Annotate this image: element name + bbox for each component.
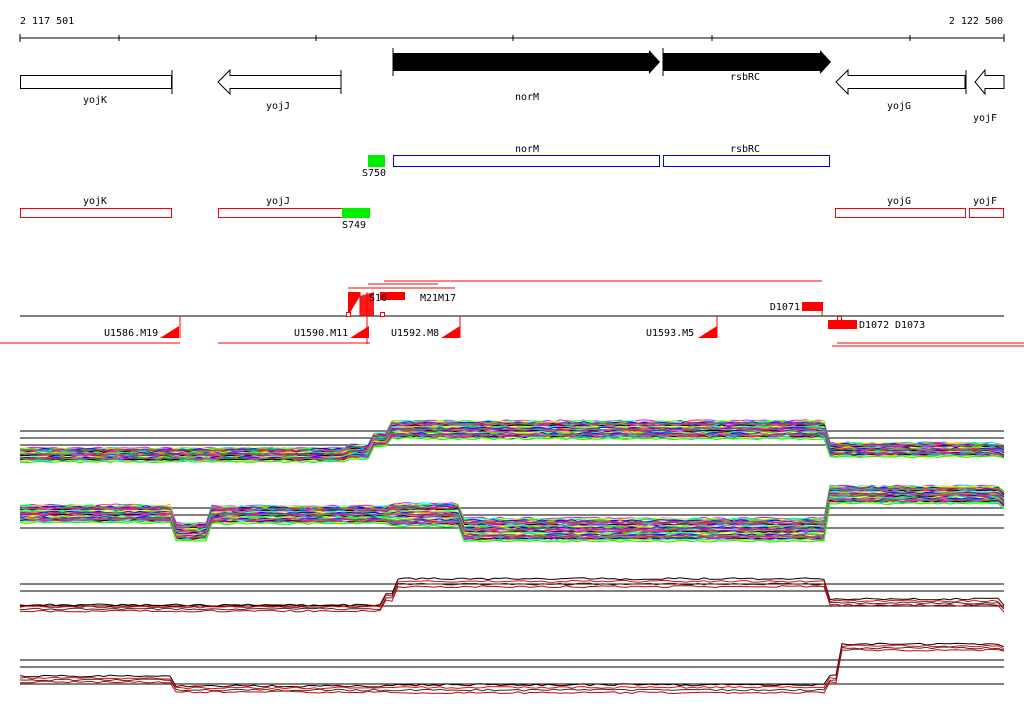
expression-trace bbox=[19, 492, 1005, 533]
feature-label-U1592[interactable]: U1592.M8 bbox=[391, 328, 439, 339]
feature-label-U1586[interactable]: U1586.M19 bbox=[104, 328, 158, 339]
expression-trace bbox=[19, 497, 1005, 538]
expression-panel-2 bbox=[19, 484, 1005, 543]
svg-text:yojK: yojK bbox=[83, 196, 107, 207]
annotation-track: yojK yojJ S749 yojG yojF bbox=[20, 196, 1004, 231]
annot-yojG[interactable] bbox=[835, 208, 966, 218]
gene-yojF[interactable]: yojF bbox=[973, 68, 1005, 124]
svg-text:yojF: yojF bbox=[973, 113, 997, 124]
expression-trace bbox=[19, 420, 1005, 451]
coordinate-ruler: 2 117 501 2 122 500 bbox=[19, 16, 1005, 42]
svg-text:S749: S749 bbox=[342, 220, 366, 231]
svg-text:rsbRC: rsbRC bbox=[730, 72, 760, 83]
expression-panel-1 bbox=[19, 419, 1005, 464]
expression-panel-3 bbox=[19, 577, 1005, 613]
feature-label-S16[interactable]: S16 bbox=[369, 293, 387, 304]
operon-track: S750 norM rsbRC bbox=[362, 144, 830, 179]
scale-end: 2 122 500 bbox=[949, 16, 1003, 27]
feature-D1071[interactable] bbox=[802, 302, 823, 311]
svg-text:S750: S750 bbox=[362, 168, 386, 179]
site-S750[interactable] bbox=[368, 155, 385, 167]
annot-yojJ[interactable] bbox=[218, 208, 343, 218]
feature-label-D1073: D1073 bbox=[895, 320, 925, 331]
gene-track: yojK yojJ norM rsbRC yojG yojF bbox=[20, 48, 1005, 124]
svg-text:yojF: yojF bbox=[973, 196, 997, 207]
operon-norM[interactable] bbox=[393, 155, 660, 167]
svg-text:yojG: yojG bbox=[887, 101, 911, 112]
svg-text:rsbRC: rsbRC bbox=[730, 144, 760, 155]
svg-text:yojK: yojK bbox=[83, 95, 107, 106]
expression-trace bbox=[19, 501, 1005, 543]
expression-panel-4 bbox=[19, 642, 1005, 695]
gene-yojG[interactable]: yojG bbox=[835, 68, 967, 112]
gene-rsbRC[interactable]: rsbRC bbox=[662, 48, 831, 83]
expression-trace bbox=[20, 648, 1005, 695]
annot-yojK[interactable] bbox=[20, 208, 172, 218]
feature-label-D1072: D1072 bbox=[859, 320, 889, 331]
feature-track: S16 M21M17 D1071 D1072 D1073 U1586.M19 U… bbox=[0, 280, 1024, 347]
gene-norM[interactable]: norM bbox=[392, 48, 660, 103]
expression-trace bbox=[19, 484, 1005, 525]
site-S749[interactable] bbox=[342, 208, 370, 218]
svg-text:yojJ: yojJ bbox=[266, 196, 290, 207]
expression-trace bbox=[19, 488, 1005, 528]
svg-text:yojG: yojG bbox=[887, 196, 911, 207]
svg-text:yojJ: yojJ bbox=[266, 101, 290, 112]
svg-text:D1071: D1071 bbox=[770, 302, 800, 313]
expression-trace bbox=[19, 642, 1005, 688]
feature-label-U1590[interactable]: U1590.M11 bbox=[294, 328, 348, 339]
expression-trace bbox=[19, 437, 1005, 464]
expression-trace bbox=[19, 582, 1005, 611]
feature-D1072[interactable] bbox=[828, 320, 857, 329]
feature-label-U1593[interactable]: U1593.M5 bbox=[646, 328, 694, 339]
gene-yojK[interactable]: yojK bbox=[20, 70, 173, 106]
operon-rsbRC[interactable] bbox=[663, 155, 830, 167]
gene-yojJ[interactable]: yojJ bbox=[217, 68, 342, 112]
expression-trace bbox=[19, 502, 1005, 543]
expression-trace bbox=[19, 579, 1005, 609]
svg-text:norM: norM bbox=[515, 92, 539, 103]
svg-text:norM: norM bbox=[515, 144, 539, 155]
expression-trace bbox=[19, 422, 1005, 452]
expression-trace bbox=[19, 577, 1005, 607]
annot-yojF[interactable] bbox=[969, 208, 1004, 218]
expression-trace bbox=[19, 430, 1005, 459]
expression-plots bbox=[19, 419, 1005, 695]
scale-start: 2 117 501 bbox=[20, 16, 74, 27]
expression-trace bbox=[19, 428, 1005, 457]
feature-label-M21M17[interactable]: M21M17 bbox=[420, 293, 456, 304]
expression-trace bbox=[19, 585, 1005, 613]
